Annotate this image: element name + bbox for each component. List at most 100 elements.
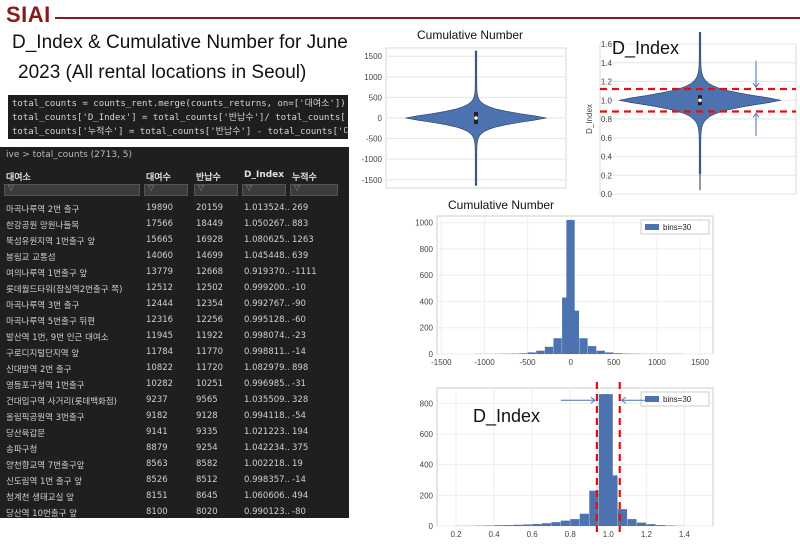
column-header[interactable]: 누적수 — [292, 173, 317, 183]
table-cell: 청계천 생태교실 앞 — [6, 493, 74, 503]
x-tick-label: 1.2 — [641, 530, 653, 539]
legend-label: bins=30 — [663, 223, 692, 232]
table-cell: 건대입구역 사거리(롯데백화점) — [6, 397, 117, 407]
table-cell: 당산육갑문 — [6, 429, 46, 439]
histogram-bar — [544, 346, 554, 354]
x-tick-label: 0 — [568, 358, 573, 367]
table-cell: 16928 — [196, 235, 224, 245]
histogram-bar — [518, 353, 528, 354]
y-tick-label: 800 — [420, 399, 434, 408]
column-filter[interactable]: ▽ — [242, 183, 286, 196]
table-row[interactable]: 신도림역 1번 출구 앞 8526 8512 0.998357... -14 — [0, 473, 349, 489]
histogram-bar — [598, 394, 609, 526]
table-cell: 0.998357... — [244, 475, 290, 485]
table-cell: 0.990123... — [244, 507, 290, 517]
table-row[interactable]: 송파구청 8879 9254 1.042234... 375 — [0, 441, 349, 457]
table-cell: 8645 — [196, 491, 218, 501]
table-cell: 구로디지털단지역 앞 — [6, 349, 80, 359]
table-cell: 1.035509... — [244, 395, 290, 405]
dataframe-viewer: ive > total_counts (2713, 5) 대여소 대여수 반납수 D_… — [0, 147, 349, 518]
y-tick-label: 200 — [420, 491, 434, 500]
table-cell: 269 — [292, 203, 309, 213]
table-cell: -10 — [292, 283, 306, 293]
table-row[interactable]: 청계천 생태교실 앞 8151 8645 1.060606... 494 — [0, 489, 349, 505]
column-header[interactable]: 대여소 — [6, 173, 31, 183]
filter-icon: ▽ — [246, 183, 253, 192]
table-cell: 마곡나루역 3번 출구 — [6, 301, 80, 311]
table-cell: 194 — [292, 427, 309, 437]
column-filter[interactable]: ▽ — [144, 183, 188, 196]
column-filter[interactable]: ▽ — [194, 183, 238, 196]
table-cell: 여의나루역 1번출구 앞 — [6, 269, 88, 279]
table-cell: 1.045448... — [244, 251, 290, 261]
histogram-bar — [536, 350, 545, 354]
table-cell: 639 — [292, 251, 309, 261]
table-cell: 0.998811... — [244, 347, 290, 357]
column-header[interactable]: 대여수 — [146, 173, 171, 183]
table-row[interactable]: 한강공원 망원나들목 17566 18449 1.050267... 883 — [0, 217, 349, 233]
table-cell: 1.042234... — [244, 443, 290, 453]
filter-row: ▽ ▽ ▽ ▽ ▽ — [0, 183, 349, 198]
y-tick-label: 500 — [369, 93, 383, 102]
table-row[interactable]: 여의나루역 1번출구 앞 13779 12668 0.919370... -1111 — [0, 265, 349, 281]
y-tick-label: 0 — [429, 350, 434, 359]
histogram-bar — [636, 522, 647, 526]
logo: SIAI — [6, 2, 51, 27]
table-row[interactable]: 롯데월드타워(잠실역2번출구 쪽) 12512 12502 0.999200... -1… — [0, 281, 349, 297]
violin-cumulative-chart: 1500 1000 500 0 -500 -1000 -1500 — [362, 47, 567, 189]
table-cell: 10282 — [146, 379, 174, 389]
table-row[interactable]: 올림픽공원역 3번출구 9182 9128 0.994118... -54 — [0, 409, 349, 425]
histogram-bar — [655, 525, 666, 526]
table-cell: 마곡나루역 5번출구 뒤편 — [6, 317, 96, 327]
table-cell: 9565 — [196, 395, 218, 405]
x-tick-label: 1.4 — [679, 530, 691, 539]
table-cell: 1.013524... — [244, 203, 290, 213]
table-row[interactable]: 마곡나루역 5번출구 뒤편 12316 12256 0.995128... -60 — [0, 313, 349, 329]
table-row[interactable]: 양천향교역 7번출구앞 8563 8582 1.002218... 19 — [0, 457, 349, 473]
table-cell: -90 — [292, 299, 306, 309]
y-tick-label: 0.0 — [601, 190, 613, 199]
table-cell: -14 — [292, 347, 306, 357]
table-cell: 12354 — [196, 299, 224, 309]
table-cell: 0.992767... — [244, 299, 290, 309]
y-tick-label: 1500 — [364, 52, 382, 61]
table-cell: 18449 — [196, 219, 224, 229]
table-cell: 11720 — [196, 363, 224, 373]
x-tick-label: -1000 — [474, 358, 495, 367]
table-cell: 8582 — [196, 459, 218, 469]
code-line: total_counts['누적수'] = total_counts['반납수'… — [12, 127, 348, 137]
table-row[interactable]: 발산역 1번, 9번 인근 대여소 11945 11922 0.998074... -2… — [0, 329, 349, 345]
column-filter[interactable]: ▽ — [290, 183, 338, 196]
table-row[interactable]: 신대방역 2번 출구 10822 11720 1.082979... 898 — [0, 361, 349, 377]
table-cell: 신도림역 1번 출구 앞 — [6, 477, 83, 487]
histogram-bar — [589, 490, 599, 526]
table-cell: 영등포구청역 1번출구 — [6, 381, 85, 391]
table-cell: 9141 — [146, 427, 168, 437]
table-cell: 0.999200... — [244, 283, 290, 293]
table-row[interactable]: 건대입구역 사거리(롯데백화점) 9237 9565 1.035509... 328 — [0, 393, 349, 409]
table-cell: 송파구청 — [6, 445, 38, 455]
histogram-bar — [566, 219, 575, 354]
table-row[interactable]: 당산육갑문 9141 9335 1.021223... 194 — [0, 425, 349, 441]
y-tick-label: 0.8 — [601, 115, 613, 124]
header-divider — [55, 17, 800, 19]
table-cell: 당산역 10번출구 앞 — [6, 509, 77, 518]
y-tick-label: 400 — [420, 461, 434, 470]
table-row[interactable]: 뚝섬유원지역 1번출구 앞 15665 16928 1.080625... 1263 — [0, 233, 349, 249]
histogram-bar — [579, 338, 588, 354]
table-row[interactable]: 봉림교 교통섬 14060 14699 1.045448... 639 — [0, 249, 349, 265]
table-cell: 8512 — [196, 475, 218, 485]
table-row[interactable]: 구로디지털단지역 앞 11784 11770 0.998811... -14 — [0, 345, 349, 361]
table-cell: 19890 — [146, 203, 174, 213]
x-tick-label: 1.0 — [603, 530, 615, 539]
table-cell: 롯데월드타워(잠실역2번출구 쪽) — [6, 285, 123, 295]
column-header[interactable]: D_Index — [244, 170, 285, 180]
column-header[interactable]: 반납수 — [196, 173, 221, 183]
table-row[interactable]: 마곡나루역 3번 출구 12444 12354 0.992767... -90 — [0, 297, 349, 313]
table-cell: 1.080625... — [244, 235, 290, 245]
table-row[interactable]: 영등포구청역 1번출구 10282 10251 0.996985... -31 — [0, 377, 349, 393]
histogram-bar — [646, 524, 656, 526]
table-row[interactable]: 당산역 10번출구 앞 8100 8020 0.990123... -80 — [0, 505, 349, 518]
table-row[interactable]: 마곡나루역 2번 출구 19890 20159 1.013524... 269 — [0, 201, 349, 217]
column-filter[interactable]: ▽ — [4, 183, 140, 196]
